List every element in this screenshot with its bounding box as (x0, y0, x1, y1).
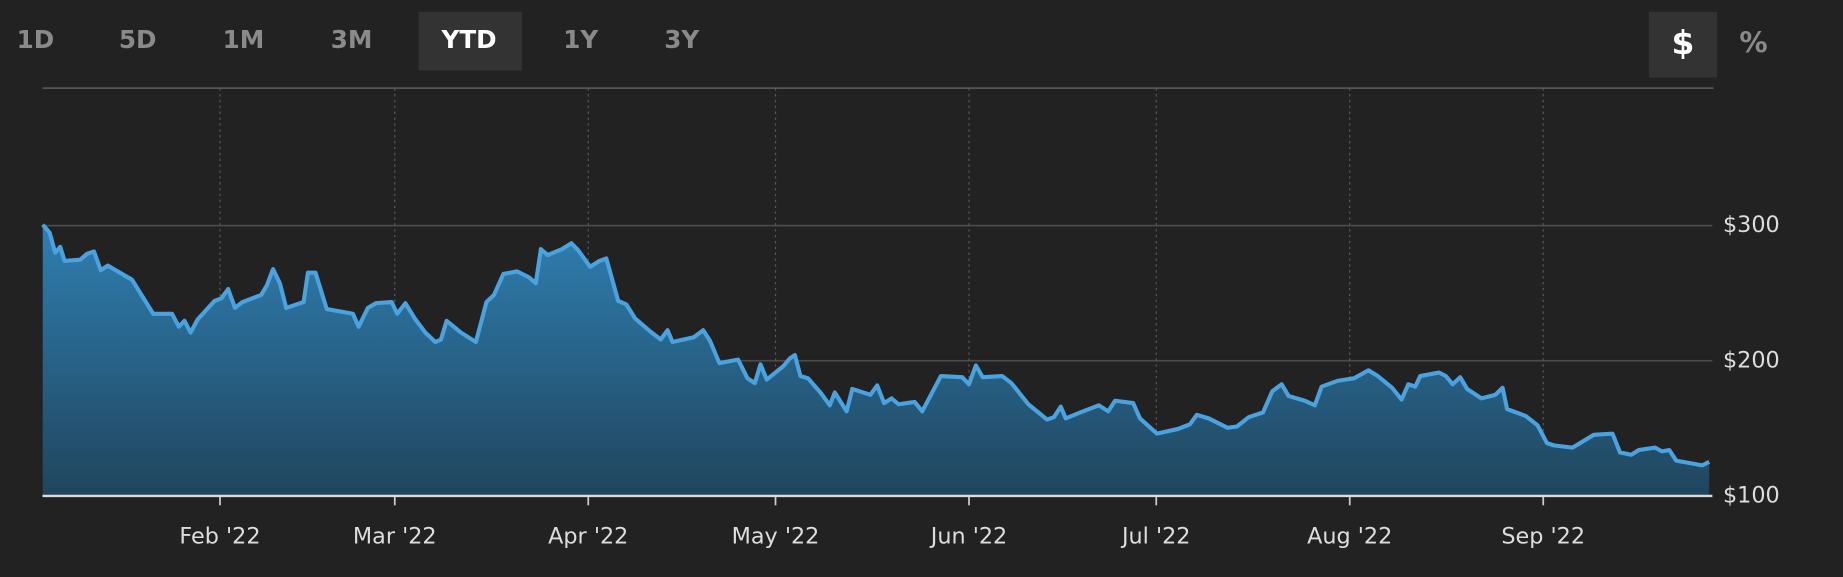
range-button[interactable]: 3M (331, 25, 373, 54)
range-button[interactable]: YTD (440, 25, 496, 54)
line (41, 223, 1711, 468)
y-tick-label: $100 (1723, 482, 1780, 508)
unit-button[interactable]: $ (1672, 23, 1695, 62)
unit-button[interactable]: % (1739, 27, 1767, 60)
range-button[interactable]: 1D (17, 25, 55, 54)
y-tick-label: $200 (1723, 347, 1780, 373)
x-tick-label: Jul '22 (1120, 524, 1191, 550)
x-tick-label: Apr '22 (548, 524, 628, 550)
x-tick-label: Sep '22 (1501, 524, 1585, 550)
range-button[interactable]: 5D (119, 25, 157, 54)
plot (41, 223, 1711, 496)
range-button[interactable]: 3Y (664, 25, 700, 54)
y-tick-label: $300 (1723, 212, 1780, 238)
x-tick-label: Jun '22 (929, 524, 1007, 550)
range-button[interactable]: 1M (223, 25, 265, 54)
area (42, 224, 1710, 496)
selected-unit-highlight (1648, 11, 1718, 78)
axes: $100 $200 $300 Feb '22 Mar '22 Apr '22 May '22… (42, 212, 1780, 550)
x-tick-label: Feb '22 (179, 524, 260, 550)
selected-range-highlight (418, 11, 522, 71)
x-tick-label: Mar '22 (353, 524, 437, 550)
x-tick-label: May '22 (732, 524, 820, 550)
button-bar: 1D 5D 1M 3M YTD 1Y 3Y $% (17, 23, 1768, 62)
x-tick-label: Aug '22 (1307, 524, 1392, 550)
range-button[interactable]: 1Y (563, 25, 599, 54)
